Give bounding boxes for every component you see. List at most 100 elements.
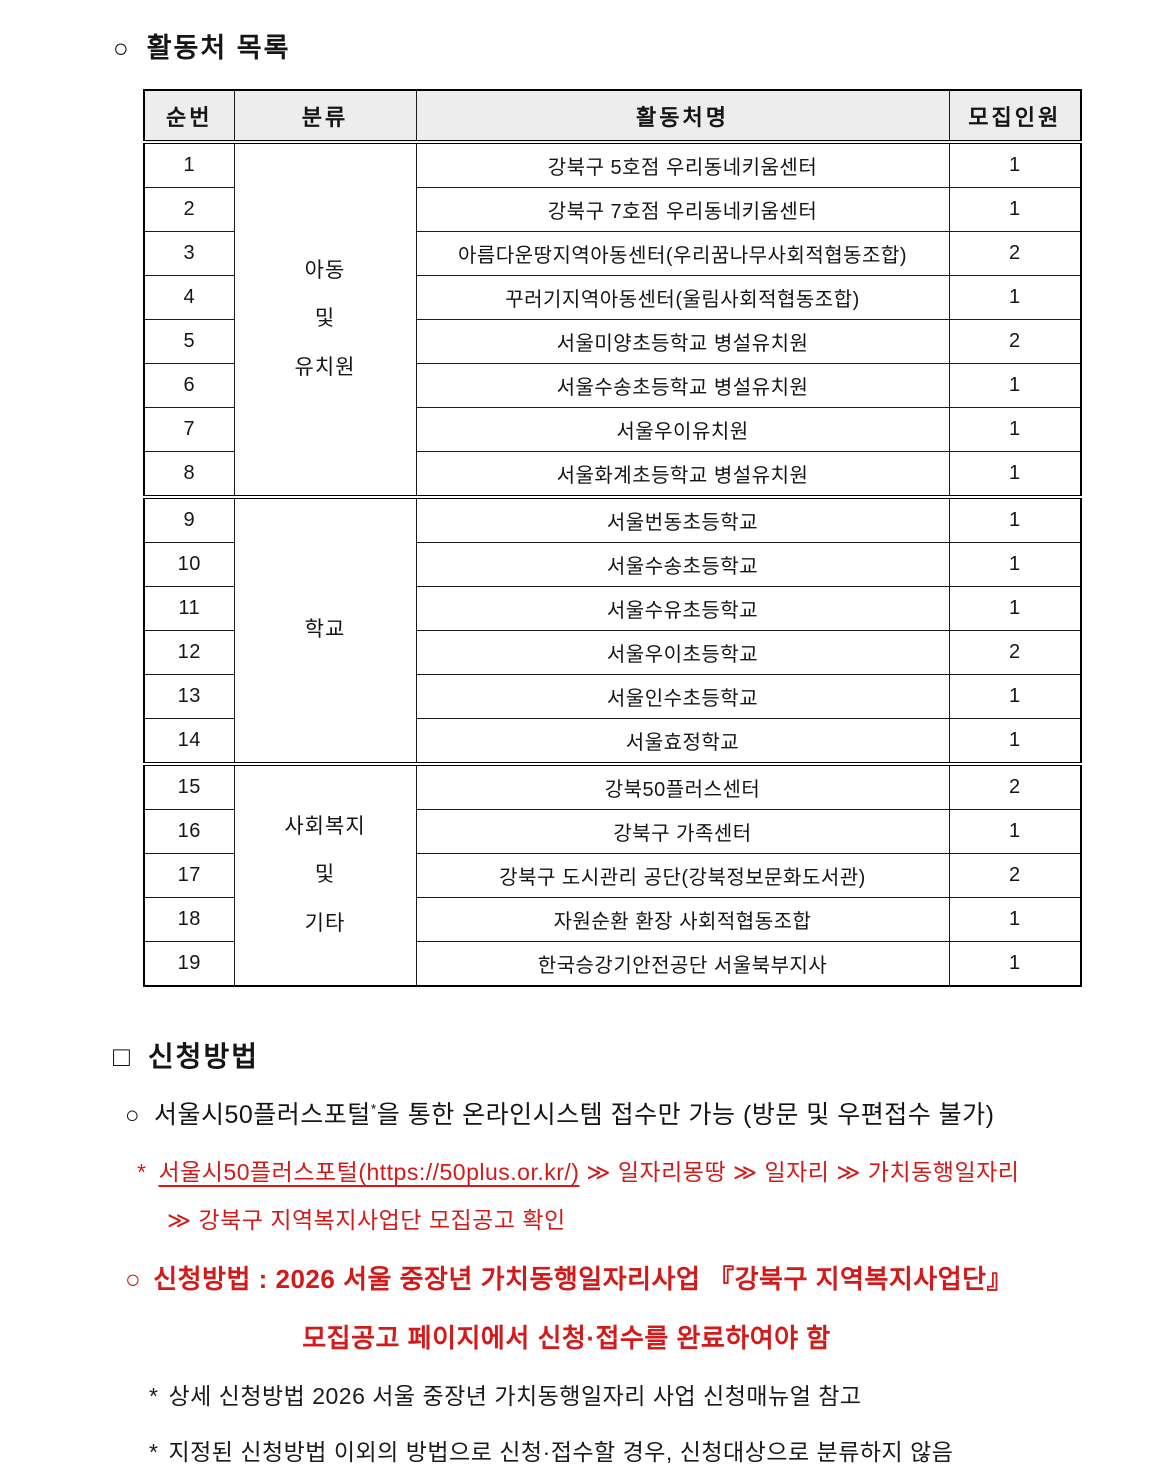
table-row: 7 서울우이유치원 1: [143, 407, 1082, 452]
cell-category: 사회복지 및 기타: [233, 762, 417, 987]
header-cell-count: 모집인원: [948, 89, 1082, 144]
asterisk-bullet-icon: *: [137, 1159, 147, 1185]
table-row: 15 사회복지 및 기타 강북50플러스센터 2: [143, 762, 1082, 987]
invalid-method-note: * 지정된 신청방법 이외의 방법으로 신청·접수할 경우, 신청대상으로 분류하…: [113, 1433, 1110, 1467]
note-text: 지정된 신청방법 이외의 방법으로 신청·접수할 경우, 신청대상으로 분류하지…: [168, 1439, 954, 1465]
cell-number: 8: [143, 451, 235, 498]
portal-path-note: * 서울시50플러스포털(https://50plus.or.kr/) ≫ 일자리…: [113, 1153, 1110, 1187]
cell-number: 3: [143, 231, 235, 276]
cell-number: 1: [143, 141, 235, 188]
portal-path-text: ≫ 일자리몽땅 ≫ 일자리 ≫ 가치동행일자리: [579, 1159, 1020, 1185]
table-row: 12 서울우이초등학교 2: [143, 630, 1082, 675]
cell-number: 10: [143, 542, 235, 587]
header-cell-category: 분류: [233, 89, 417, 144]
activity-table-body: 1 아동 및 유치원 강북구 5호점 우리동네키움센터 1 2 강북구 7호점 우리동네키…: [143, 141, 1082, 987]
manual-reference-note: * 상세 신청방법 2026 서울 중장년 가치동행일자리 사업 신청매뉴얼 참고: [113, 1377, 1110, 1411]
cell-recruit-count: 1: [948, 187, 1082, 232]
portal-link[interactable]: 서울시50플러스포털(https://50plus.or.kr/): [158, 1159, 580, 1185]
cell-site-name: 서울우이유치원: [415, 407, 950, 452]
cell-recruit-count: 2: [948, 762, 1082, 810]
cell-site-name: 서울수송초등학교 병설유치원: [415, 363, 950, 408]
cell-recruit-count: 1: [948, 718, 1082, 765]
table-row: 10 서울수송초등학교 1: [143, 542, 1082, 587]
cell-recruit-count: 2: [948, 853, 1082, 898]
table-row: 9 학교 서울번동초등학교 1: [143, 495, 1082, 765]
section-title-activity-list: ○ 활동처 목록: [113, 26, 1110, 65]
online-only-note: ○ 서울시50플러스포털*을 통한 온라인시스템 접수만 가능 (방문 및 우편접…: [113, 1095, 1110, 1131]
portal-path-text-2: ≫ 강북구 지역복지사업단 모집공고 확인: [167, 1207, 566, 1233]
cell-recruit-count: 1: [948, 407, 1082, 452]
cell-site-name: 서울우이초등학교: [415, 630, 950, 675]
cell-recruit-count: 1: [948, 542, 1082, 587]
cell-category: 아동 및 유치원: [233, 141, 417, 498]
cell-recruit-count: 2: [948, 231, 1082, 276]
table-row: 19 한국승강기안전공단 서울북부지사 1: [143, 941, 1082, 987]
note-text: 상세 신청방법 2026 서울 중장년 가치동행일자리 사업 신청매뉴얼 참고: [168, 1383, 862, 1409]
table-row: 6 서울수송초등학교 병설유치원 1: [143, 363, 1082, 408]
cell-number: 12: [143, 630, 235, 675]
asterisk-bullet-icon: *: [149, 1439, 159, 1465]
table-header-row: 순번 분류 활동처명 모집인원: [143, 89, 1082, 144]
portal-path-note-line2: ≫ 강북구 지역복지사업단 모집공고 확인: [113, 1201, 1110, 1235]
cell-number: 17: [143, 853, 235, 898]
circle-bullet-icon: ○: [125, 1102, 140, 1129]
table-row: 14 서울효정학교 1: [143, 718, 1082, 765]
asterisk-bullet-icon: *: [149, 1383, 159, 1409]
cell-number: 16: [143, 809, 235, 854]
cell-recruit-count: 1: [948, 809, 1082, 854]
cell-number: 7: [143, 407, 235, 452]
cell-number: 2: [143, 187, 235, 232]
online-only-text: 을 통한 온라인시스템 접수만 가능 (방문 및 우편접수 불가): [376, 1101, 995, 1129]
cell-site-name: 강북구 가족센터: [415, 809, 950, 854]
cell-site-name: 강북50플러스센터: [415, 762, 950, 810]
cell-site-name: 서울수유초등학교: [415, 586, 950, 631]
cell-recruit-count: 1: [948, 363, 1082, 408]
table-row: 1 아동 및 유치원 강북구 5호점 우리동네키움센터 1: [143, 141, 1082, 498]
square-bullet-icon: □: [113, 1041, 132, 1072]
cell-site-name: 서울미양초등학교 병설유치원: [415, 319, 950, 364]
portal-name-text: 서울시50플러스포털: [154, 1101, 371, 1129]
cell-recruit-count: 2: [948, 319, 1082, 364]
table-row: 13 서울인수초등학교 1: [143, 674, 1082, 719]
cell-number: 9: [143, 495, 235, 543]
cell-recruit-count: 1: [948, 141, 1082, 188]
cell-site-name: 아름다운땅지역아동센터(우리꿈나무사회적협동조합): [415, 231, 950, 276]
table-row: 11 서울수유초등학교 1: [143, 586, 1082, 631]
cell-site-name: 서울수송초등학교: [415, 542, 950, 587]
method-statement-text: 신청방법 : 2026 서울 중장년 가치동행일자리사업 『강북구 지역복지사업…: [153, 1264, 1014, 1294]
cell-recruit-count: 2: [948, 630, 1082, 675]
cell-category: 학교: [233, 495, 417, 765]
table-row: 3 아름다운땅지역아동센터(우리꿈나무사회적협동조합) 2: [143, 231, 1082, 276]
cell-recruit-count: 1: [948, 586, 1082, 631]
header-cell-name: 활동처명: [415, 89, 950, 144]
cell-number: 5: [143, 319, 235, 364]
table-row: 8 서울화계초등학교 병설유치원 1: [143, 451, 1082, 498]
cell-site-name: 서울효정학교: [415, 718, 950, 765]
cell-number: 18: [143, 897, 235, 942]
cell-recruit-count: 1: [948, 941, 1082, 987]
cell-recruit-count: 1: [948, 451, 1082, 498]
cell-number: 19: [143, 941, 235, 987]
cell-site-name: 강북구 7호점 우리동네키움센터: [415, 187, 950, 232]
activity-site-table: 순번 분류 활동처명 모집인원 1 아동 및 유치원 강북구 5호점 우리동네키움센…: [143, 89, 1082, 987]
cell-site-name: 꾸러기지역아동센터(울림사회적협동조합): [415, 275, 950, 320]
asterisk-superscript: *: [370, 1100, 377, 1117]
cell-recruit-count: 1: [948, 275, 1082, 320]
method-statement-text-2: 모집공고 페이지에서 신청·접수를 완료하여야 함: [302, 1323, 831, 1353]
table-row: 17 강북구 도시관리 공단(강북정보문화도서관) 2: [143, 853, 1082, 898]
cell-site-name: 서울번동초등학교: [415, 495, 950, 543]
cell-recruit-count: 1: [948, 495, 1082, 543]
method-statement-line1: ○ 신청방법 : 2026 서울 중장년 가치동행일자리사업 『강북구 지역복지사…: [113, 1259, 1110, 1296]
cell-number: 11: [143, 586, 235, 631]
heading-text: 신청방법: [147, 1041, 259, 1072]
application-method-section: □ 신청방법 ○ 서울시50플러스포털*을 통한 온라인시스템 접수만 가능 (방문…: [113, 1035, 1110, 1467]
cell-number: 15: [143, 762, 235, 810]
cell-recruit-count: 1: [948, 674, 1082, 719]
cell-site-name: 서울화계초등학교 병설유치원: [415, 451, 950, 498]
circle-bullet-icon: ○: [113, 33, 131, 63]
cell-site-name: 강북구 5호점 우리동네키움센터: [415, 141, 950, 188]
cell-site-name: 자원순환 환장 사회적협동조합: [415, 897, 950, 942]
table-row: 2 강북구 7호점 우리동네키움센터 1: [143, 187, 1082, 232]
header-cell-number: 순번: [143, 89, 235, 144]
cell-site-name: 서울인수초등학교: [415, 674, 950, 719]
